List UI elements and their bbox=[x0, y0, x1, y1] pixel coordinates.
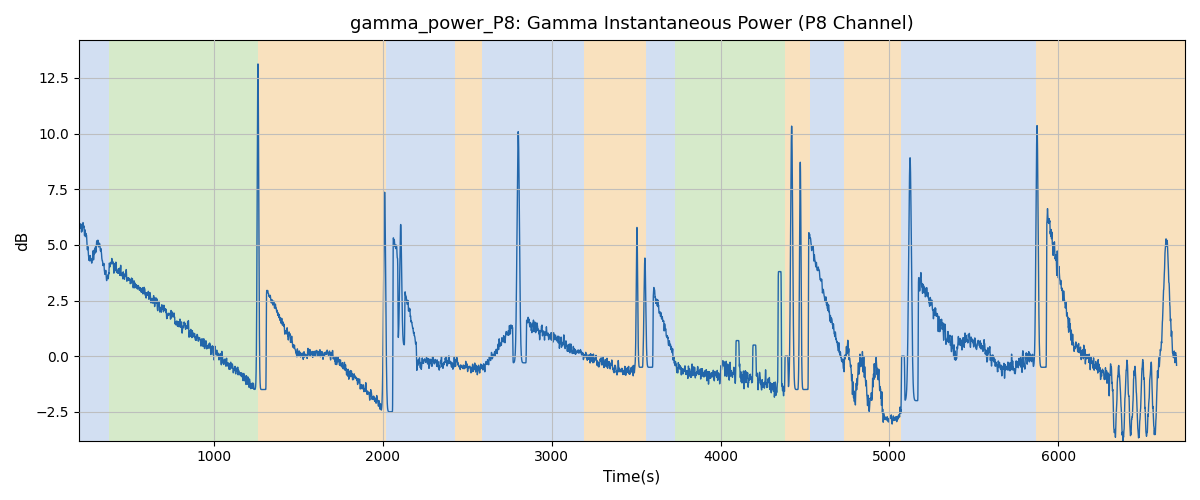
Title: gamma_power_P8: Gamma Instantaneous Power (P8 Channel): gamma_power_P8: Gamma Instantaneous Powe… bbox=[350, 15, 913, 34]
Bar bbox=[674, 40, 785, 440]
Bar bbox=[901, 40, 1037, 440]
Bar bbox=[647, 40, 674, 440]
Bar bbox=[258, 40, 386, 440]
X-axis label: Time(s): Time(s) bbox=[604, 470, 660, 485]
Bar bbox=[810, 40, 844, 440]
Bar bbox=[583, 40, 647, 440]
Bar bbox=[1074, 40, 1186, 440]
Bar bbox=[109, 40, 258, 440]
Y-axis label: dB: dB bbox=[14, 230, 30, 250]
Bar bbox=[844, 40, 901, 440]
Bar bbox=[785, 40, 810, 440]
Bar bbox=[482, 40, 583, 440]
Bar bbox=[1037, 40, 1074, 440]
Bar bbox=[456, 40, 482, 440]
Bar bbox=[386, 40, 456, 440]
Bar bbox=[79, 40, 109, 440]
